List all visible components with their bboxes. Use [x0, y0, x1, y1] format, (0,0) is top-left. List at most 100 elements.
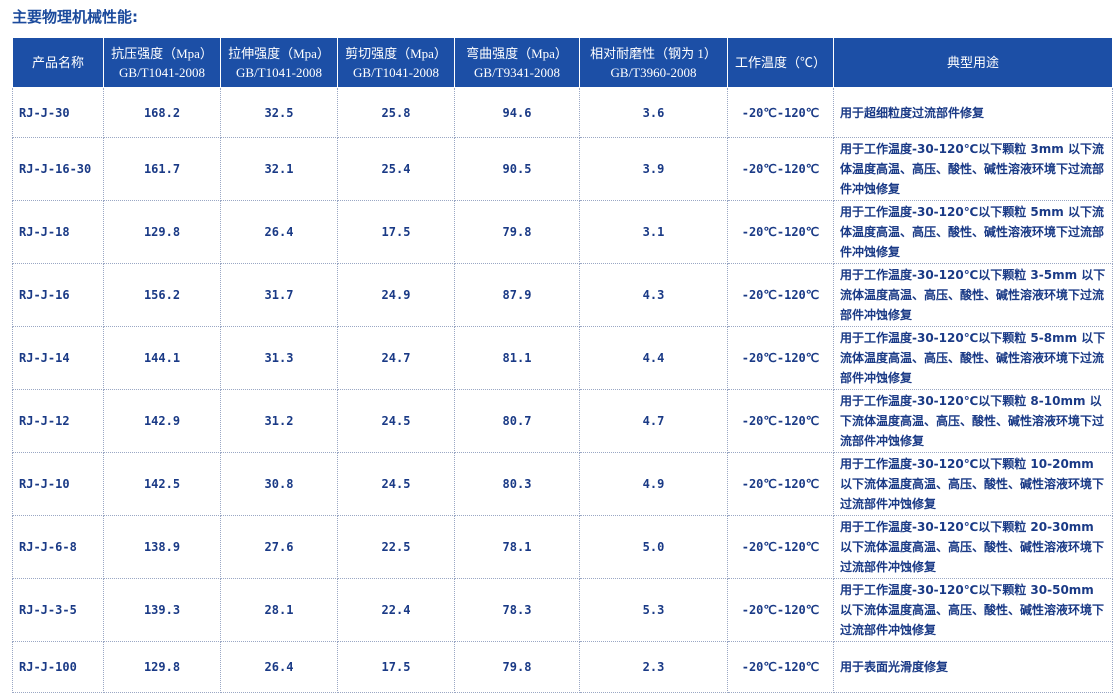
table-row: RJ-J-100 129.8 26.4 17.5 79.8 2.3 -20℃-120℃ 用于表… — [12, 641, 1113, 693]
table-cell: 4.7 — [579, 389, 728, 453]
table-cell: 17.5 — [337, 641, 455, 693]
table-cell: 22.5 — [337, 515, 455, 579]
table-cell: 81.1 — [454, 326, 580, 390]
table-row: RJ-J-3-5 139.3 28.1 22.4 78.3 5.3 -20℃-120℃ 用于工… — [12, 578, 1113, 642]
table-cell: 79.8 — [454, 641, 580, 693]
table-cell: 87.9 — [454, 263, 580, 327]
table-cell: -20℃-120℃ — [727, 137, 834, 201]
table-row: RJ-J-30 168.2 32.5 25.8 94.6 3.6 -20℃-120℃ 用于超细… — [12, 87, 1113, 138]
header-text: 工作温度（℃） — [734, 55, 826, 70]
header-cell: 相对耐磨性（钢为 1） GB/T3960-2008 — [579, 37, 728, 88]
table-cell: RJ-J-14 — [12, 326, 104, 390]
table-cell: 31.3 — [220, 326, 338, 390]
table-cell: 156.2 — [103, 263, 221, 327]
table-cell: 138.9 — [103, 515, 221, 579]
table-cell: 用于超细粒度过流部件修复 — [833, 87, 1113, 138]
table-cell: -20℃-120℃ — [727, 452, 834, 516]
table-cell: 5.3 — [579, 578, 728, 642]
table-cell: 2.3 — [579, 641, 728, 693]
header-cell: 产品名称 — [12, 37, 104, 88]
table-cell: RJ-J-30 — [12, 87, 104, 138]
table-cell: 用于工作温度-30-120℃以下颗粒 5mm 以下流体温度高温、高压、酸性、碱性… — [833, 200, 1113, 264]
table-cell: RJ-J-18 — [12, 200, 104, 264]
header-text: GB/T1041-2008 — [119, 64, 205, 80]
table-cell: -20℃-120℃ — [727, 263, 834, 327]
table-cell: 5.0 — [579, 515, 728, 579]
table-cell: 3.6 — [579, 87, 728, 138]
header-cell: 抗压强度（Mpa） GB/T1041-2008 — [103, 37, 221, 88]
table-cell: 3.1 — [579, 200, 728, 264]
table-cell: RJ-J-16 — [12, 263, 104, 327]
table-cell: 用于工作温度-30-120℃以下颗粒 30-50mm 以下流体温度高温、高压、酸… — [833, 578, 1113, 642]
table-row: RJ-J-12 142.9 31.2 24.5 80.7 4.7 -20℃-120℃ 用于工作… — [12, 389, 1113, 453]
table-cell: -20℃-120℃ — [727, 389, 834, 453]
header-cell: 工作温度（℃） — [727, 37, 834, 88]
table-cell: 4.9 — [579, 452, 728, 516]
table-cell: 80.7 — [454, 389, 580, 453]
table-cell: 80.3 — [454, 452, 580, 516]
table-cell: 用于工作温度-30-120℃以下颗粒 20-30mm 以下流体温度高温、高压、酸… — [833, 515, 1113, 579]
table-cell: 94.6 — [454, 87, 580, 138]
table-row: RJ-J-16-30 161.7 32.1 25.4 90.5 3.9 -20℃-120℃ 用… — [12, 137, 1113, 201]
table-cell: RJ-J-3-5 — [12, 578, 104, 642]
header-text: GB/T1041-2008 — [236, 64, 322, 80]
table-cell: 31.2 — [220, 389, 338, 453]
table-cell: RJ-J-12 — [12, 389, 104, 453]
table-cell: 24.7 — [337, 326, 455, 390]
table-cell: -20℃-120℃ — [727, 641, 834, 693]
table-cell: 用于工作温度-30-120℃以下颗粒 10-20mm 以下流体温度高温、高压、酸… — [833, 452, 1113, 516]
header-row: 产品名称 抗压强度（Mpa） GB/T1041-2008 拉伸强度（Mpa） GB/T1… — [12, 37, 1113, 88]
table-cell: -20℃-120℃ — [727, 578, 834, 642]
table-cell: 24.5 — [337, 389, 455, 453]
table-cell: 142.5 — [103, 452, 221, 516]
table-cell: RJ-J-10 — [12, 452, 104, 516]
table-cell: 25.4 — [337, 137, 455, 201]
table-cell: 25.8 — [337, 87, 455, 138]
table-cell: 78.3 — [454, 578, 580, 642]
table-cell: 28.1 — [220, 578, 338, 642]
table-cell: 139.3 — [103, 578, 221, 642]
table-row: RJ-J-14 144.1 31.3 24.7 81.1 4.4 -20℃-120℃ 用于工作… — [12, 326, 1113, 390]
header-text: GB/T3960-2008 — [610, 64, 697, 80]
table-cell: 24.9 — [337, 263, 455, 327]
table-cell: 用于工作温度-30-120℃以下颗粒 3mm 以下流体温度高温、高压、酸性、碱性… — [833, 137, 1113, 201]
table-cell: 79.8 — [454, 200, 580, 264]
header-cell: 拉伸强度（Mpa） GB/T1041-2008 — [220, 37, 338, 88]
table-cell: 3.9 — [579, 137, 728, 201]
header-text: 弯曲强度（Mpa） — [466, 45, 568, 61]
table-cell: 129.8 — [103, 641, 221, 693]
header-text: 相对耐磨性（钢为 1） — [590, 45, 717, 61]
table-cell: -20℃-120℃ — [727, 326, 834, 390]
header-text: GB/T1041-2008 — [353, 64, 439, 80]
table-cell: 26.4 — [220, 200, 338, 264]
header-cell: 剪切强度（Mpa） GB/T1041-2008 — [337, 37, 455, 88]
page-title: 主要物理机械性能: — [12, 8, 138, 26]
table-cell: RJ-J-6-8 — [12, 515, 104, 579]
header-text: 产品名称 — [31, 55, 84, 70]
table-cell: -20℃-120℃ — [727, 200, 834, 264]
table-cell: -20℃-120℃ — [727, 515, 834, 579]
table-cell: 用于工作温度-30-120℃以下颗粒 3-5mm 以下流体温度高温、高压、酸性、… — [833, 263, 1113, 327]
table-row: RJ-J-6-8 138.9 27.6 22.5 78.1 5.0 -20℃-120℃ 用于工… — [12, 515, 1113, 579]
table-cell: 144.1 — [103, 326, 221, 390]
table-body: RJ-J-30 168.2 32.5 25.8 94.6 3.6 -20℃-120℃ 用于超细… — [12, 87, 1113, 693]
table-row: RJ-J-16 156.2 31.7 24.9 87.9 4.3 -20℃-120℃ 用于工作… — [12, 263, 1113, 327]
table-cell: 22.4 — [337, 578, 455, 642]
table-cell: RJ-J-100 — [12, 641, 104, 693]
header-text: 拉伸强度（Mpa） — [228, 45, 330, 61]
header-text: GB/T9341-2008 — [474, 64, 560, 80]
table-cell: 168.2 — [103, 87, 221, 138]
header-text: 抗压强度（Mpa） — [111, 45, 213, 61]
table-cell: 78.1 — [454, 515, 580, 579]
table-cell: 27.6 — [220, 515, 338, 579]
table-row: RJ-J-18 129.8 26.4 17.5 79.8 3.1 -20℃-120℃ 用于工作… — [12, 200, 1113, 264]
table-cell: RJ-J-16-30 — [12, 137, 104, 201]
table-cell: 90.5 — [454, 137, 580, 201]
table-cell: -20℃-120℃ — [727, 87, 834, 138]
table-cell: 32.5 — [220, 87, 338, 138]
table-cell: 4.4 — [579, 326, 728, 390]
table-cell: 129.8 — [103, 200, 221, 264]
table-cell: 30.8 — [220, 452, 338, 516]
header-cell: 弯曲强度（Mpa） GB/T9341-2008 — [454, 37, 580, 88]
